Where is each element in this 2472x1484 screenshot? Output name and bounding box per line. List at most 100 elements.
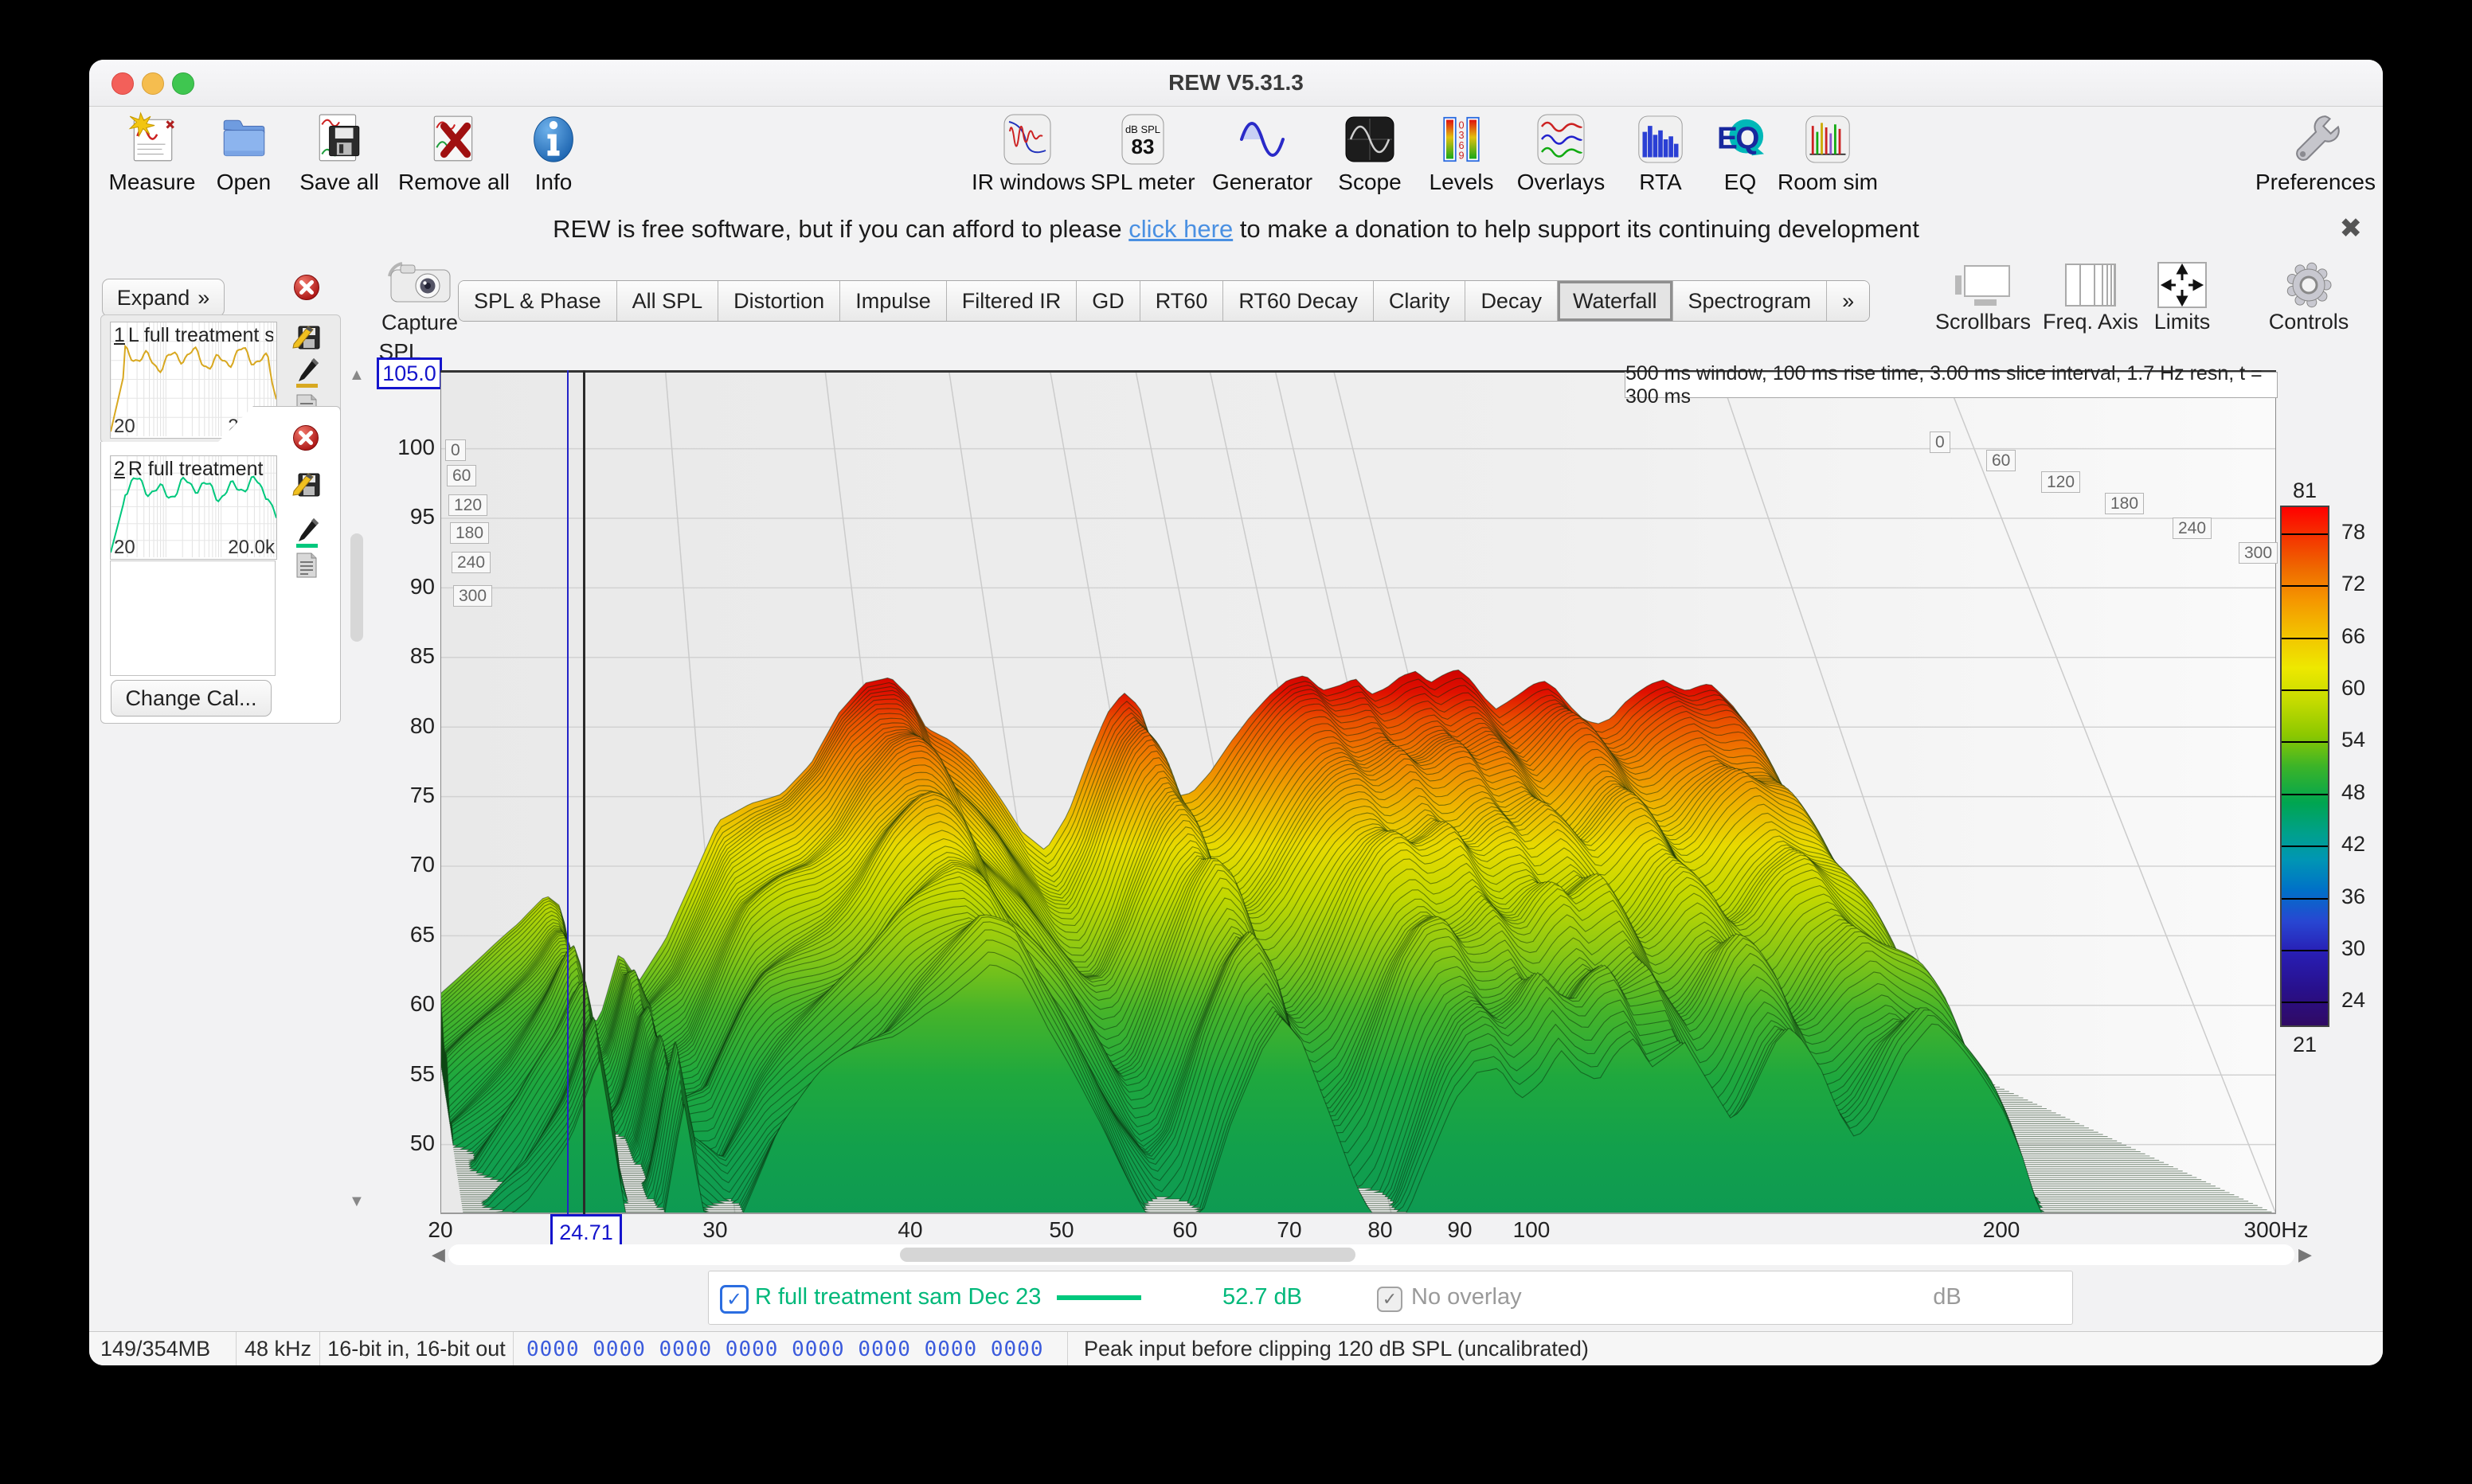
scroll-down-icon[interactable]: ▼ <box>349 1193 365 1211</box>
rta-icon <box>1617 111 1704 168</box>
selection-line <box>567 370 569 1214</box>
axis-max-input[interactable]: 105.0 <box>377 357 442 389</box>
freq-axis-button[interactable]: Freq. Axis <box>2039 260 2142 337</box>
info-button[interactable]: Info <box>518 111 589 200</box>
scrollbars-button[interactable]: Scrollbars <box>1927 260 2039 337</box>
expand-sidebar-button[interactable]: Expand » <box>102 279 225 317</box>
toolbar-label: Room sim <box>1776 170 1879 195</box>
ir-windows-button[interactable]: IR windows <box>972 111 1083 200</box>
measure-button[interactable]: Measure <box>105 111 199 200</box>
cursor-line[interactable] <box>583 370 585 1214</box>
x-tick: 50 <box>1049 1217 1074 1243</box>
room-sim-button[interactable]: Room sim <box>1776 111 1879 200</box>
measurement-visible-checkbox[interactable]: ✓ <box>720 1285 749 1314</box>
tab-more-button[interactable]: » <box>1827 281 1869 321</box>
toolbar-label: Save all <box>288 170 390 195</box>
measurement-notes-field[interactable] <box>110 560 276 676</box>
tab-rt60[interactable]: RT60 <box>1140 281 1224 321</box>
measurement-2-thumbnail[interactable]: 2R full treatment 20 20.0k <box>110 455 277 560</box>
notes-measurement-2-icon[interactable] <box>294 552 321 582</box>
preferences-button[interactable]: Preferences <box>2255 111 2375 200</box>
tab-filtered-ir[interactable]: Filtered IR <box>947 281 1078 321</box>
graph-h-scrollbar[interactable] <box>448 1244 2294 1265</box>
tab-spl-phase[interactable]: SPL & Phase <box>459 281 617 321</box>
tab-distortion[interactable]: Distortion <box>718 281 840 321</box>
open-icon <box>199 111 288 168</box>
pan-right-icon[interactable]: ▶ <box>2298 1244 2312 1265</box>
tab-waterfall[interactable]: Waterfall <box>1558 281 1673 321</box>
svg-text:9: 9 <box>1458 150 1464 161</box>
open-button[interactable]: Open <box>199 111 288 200</box>
colorbar-tick-label: 66 <box>2341 624 2383 649</box>
tab-rt60-decay[interactable]: RT60 Decay <box>1223 281 1374 321</box>
x-tick: 30 <box>702 1217 727 1243</box>
controls-button[interactable]: Controls <box>2249 260 2368 337</box>
tab-all-spl[interactable]: All SPL <box>617 281 719 321</box>
overlays-icon <box>1505 111 1617 168</box>
donation-close-icon[interactable]: ✖ <box>2340 213 2363 244</box>
no-overlay-checkbox[interactable]: ✓ <box>1377 1287 1402 1312</box>
window-title: REW V5.31.3 <box>89 60 2383 106</box>
limits-button[interactable]: Limits <box>2142 260 2222 337</box>
measurement-card-2[interactable]: 2R full treatment 20 20.0k Change Cal... <box>100 406 341 724</box>
save-measurement-2-icon[interactable] <box>292 471 319 501</box>
scroll-up-icon[interactable]: ▲ <box>349 366 365 385</box>
svg-text:E: E <box>1717 122 1738 156</box>
save-measurement-1-icon[interactable] <box>292 323 319 353</box>
y-tick: 90 <box>368 574 435 599</box>
toolbar-label: RTA <box>1617 170 1704 195</box>
svg-text:83: 83 <box>1132 135 1155 158</box>
y-tick: 100 <box>368 435 435 460</box>
donation-text-suffix: to make a donation to help support its c… <box>1240 215 1919 243</box>
change-cal-button[interactable]: Change Cal... <box>111 680 272 717</box>
donation-link[interactable]: click here <box>1128 215 1233 243</box>
scope-icon <box>1322 111 1418 168</box>
trace-style-measurement-2-icon[interactable] <box>293 517 320 547</box>
y-tick: 50 <box>368 1131 435 1156</box>
overlays-button[interactable]: Overlays <box>1505 111 1617 200</box>
save-all-button[interactable]: Save all <box>288 111 390 200</box>
colorbar-tick-label: 48 <box>2341 780 2383 805</box>
tab-decay[interactable]: Decay <box>1465 281 1558 321</box>
legend-measurement-name[interactable]: R full treatment sam Dec 23 <box>755 1271 1041 1322</box>
generator-icon <box>1203 111 1322 168</box>
remove-measurement-1-icon[interactable] <box>293 274 320 304</box>
status-bit-depth: 16-bit in, 16-bit out <box>320 1332 514 1365</box>
x-tick: 80 <box>1367 1217 1392 1243</box>
generator-button[interactable]: Generator <box>1203 111 1322 200</box>
thumb-axis-max: 20.0k <box>228 537 275 559</box>
colorbar-max-label: 81 <box>2277 478 2333 503</box>
x-tick: 300Hz <box>2244 1217 2309 1243</box>
status-peak-input: Peak input before clipping 120 dB SPL (u… <box>1068 1332 2383 1365</box>
tab-clarity[interactable]: Clarity <box>1374 281 1466 321</box>
time-label-right: 240 <box>2173 517 2212 539</box>
time-label-right: 300 <box>2239 542 2278 564</box>
remove-measurement-2-icon[interactable] <box>292 424 319 455</box>
scrollbars-icon <box>1927 260 2039 310</box>
waterfall-plot[interactable] <box>440 370 2276 1214</box>
time-label-left: 0 <box>445 439 466 461</box>
rew-window: REW V5.31.3 MeasureOpenSave allRemove al… <box>89 60 2383 1365</box>
colorbar-tick-label: 72 <box>2341 572 2383 596</box>
capture-button[interactable]: Capture <box>376 259 463 335</box>
remove-all-button[interactable]: Remove all <box>390 111 518 200</box>
tab-gd[interactable]: GD <box>1077 281 1140 321</box>
toolbar-label: Remove all <box>390 170 518 195</box>
colorbar-tick-label: 36 <box>2341 885 2383 909</box>
levels-button[interactable]: 0369Levels <box>1418 111 1505 200</box>
graph-h-scrollbar-thumb[interactable] <box>900 1248 1355 1262</box>
scope-button[interactable]: Scope <box>1322 111 1418 200</box>
colorbar-tick <box>2282 533 2328 535</box>
tab-impulse[interactable]: Impulse <box>840 281 947 321</box>
measurement-1-title: 1L full treatment s <box>114 324 273 347</box>
preferences-icon <box>2255 111 2375 168</box>
spl-meter-button[interactable]: dB SPL83SPL meter <box>1083 111 1203 200</box>
sidebar-scrollbar-thumb[interactable] <box>350 533 363 642</box>
trace-style-measurement-1-icon[interactable] <box>293 357 320 387</box>
tab-spectrogram[interactable]: Spectrogram <box>1673 281 1828 321</box>
sidebar-scrollbar[interactable]: ▲ ▼ <box>350 366 365 1210</box>
eq-button[interactable]: EQEQ <box>1704 111 1776 200</box>
rta-button[interactable]: RTA <box>1617 111 1704 200</box>
eq-icon: EQ <box>1704 111 1776 168</box>
pan-left-icon[interactable]: ◀ <box>432 1244 445 1265</box>
